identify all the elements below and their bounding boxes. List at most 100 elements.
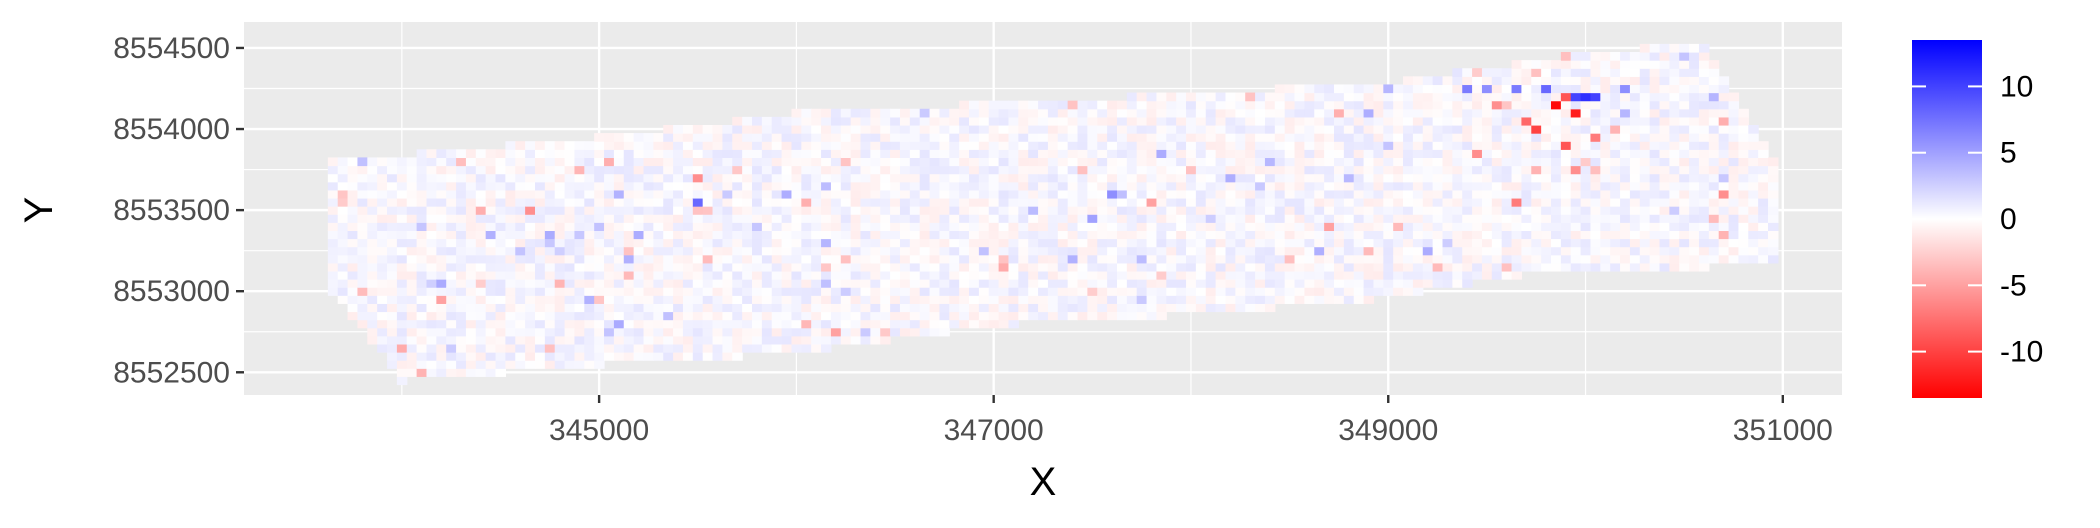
- heatmap-cell: [969, 319, 980, 329]
- heatmap-cell: [1314, 270, 1325, 280]
- heatmap-cell: [564, 327, 576, 337]
- heatmap-cell: [475, 360, 487, 369]
- heatmap-cell: [1314, 214, 1325, 223]
- heatmap-cell: [1659, 181, 1670, 191]
- heatmap-cell: [475, 335, 487, 345]
- heatmap-cell: [574, 327, 585, 337]
- heatmap-cell: [1324, 270, 1335, 280]
- heatmap-cell: [1107, 133, 1118, 142]
- heatmap-cell: [1176, 254, 1187, 264]
- heatmap-cell: [1442, 108, 1453, 118]
- heatmap-cell: [594, 206, 605, 215]
- heatmap-cell: [742, 124, 753, 134]
- heatmap-cell: [1235, 141, 1246, 150]
- heatmap-cell: [1403, 92, 1414, 102]
- heatmap-cell: [771, 214, 783, 223]
- heatmap-cell: [1274, 222, 1286, 231]
- heatmap-cell: [781, 303, 793, 313]
- heatmap-cell: [594, 327, 605, 337]
- heatmap-cell: [1225, 149, 1236, 159]
- heatmap-cell: [1333, 92, 1345, 102]
- heatmap-cell: [1541, 254, 1552, 264]
- heatmap-cell: [1551, 141, 1562, 150]
- heatmap-cell: [406, 173, 418, 183]
- heatmap-cell: [456, 197, 467, 207]
- heatmap-cell: [1403, 279, 1414, 288]
- heatmap-cell: [1620, 84, 1631, 94]
- heatmap-cell: [1255, 303, 1266, 313]
- heatmap-cell: [801, 108, 812, 118]
- heatmap-cell: [1018, 141, 1029, 150]
- heatmap-cell: [840, 157, 852, 167]
- heatmap-cell: [752, 141, 763, 150]
- heatmap-cell: [387, 262, 398, 272]
- heatmap-cell: [594, 165, 605, 175]
- heatmap-cell: [939, 295, 950, 304]
- heatmap-cell: [396, 360, 408, 369]
- heatmap-cell: [1541, 262, 1552, 272]
- heatmap-cell: [1393, 165, 1404, 175]
- heatmap-cell: [564, 149, 576, 159]
- heatmap-cell: [1166, 254, 1177, 264]
- heatmap-cell: [1501, 76, 1513, 86]
- heatmap-cell: [623, 133, 635, 142]
- heatmap-cell: [1462, 76, 1473, 86]
- heatmap-cell: [742, 287, 753, 296]
- heatmap-cell: [929, 230, 941, 240]
- heatmap-cell: [653, 343, 664, 353]
- heatmap-cell: [1511, 165, 1523, 175]
- heatmap-cell: [505, 181, 516, 191]
- heatmap-cell: [880, 173, 891, 183]
- heatmap-cell: [742, 246, 753, 256]
- heatmap-cell: [574, 352, 585, 361]
- heatmap-cell: [623, 295, 635, 304]
- heatmap-cell: [969, 124, 980, 134]
- heatmap-cell: [1264, 116, 1276, 126]
- heatmap-cell: [791, 133, 802, 142]
- heatmap-cell: [1412, 165, 1424, 175]
- heatmap-cell: [761, 214, 773, 223]
- heatmap-cell: [594, 335, 605, 345]
- heatmap-cell: [1728, 116, 1740, 126]
- heatmap-cell: [663, 311, 674, 321]
- heatmap-cell: [1107, 311, 1118, 321]
- heatmap-cell: [791, 246, 802, 256]
- heatmap-cell: [436, 319, 447, 329]
- heatmap-cell: [1097, 189, 1108, 199]
- heatmap-cell: [1028, 270, 1039, 280]
- heatmap-cell: [1649, 76, 1661, 86]
- heatmap-cell: [1126, 108, 1138, 118]
- heatmap-cell: [1294, 295, 1306, 304]
- heatmap-cell: [1649, 100, 1661, 110]
- heatmap-cell: [1580, 92, 1592, 102]
- heatmap-cell: [978, 157, 990, 167]
- heatmap-cell: [584, 141, 595, 150]
- heatmap-cell: [1708, 197, 1720, 207]
- heatmap-cell: [653, 295, 664, 304]
- heatmap-cell: [1491, 189, 1503, 199]
- heatmap-cell: [1462, 189, 1473, 199]
- heatmap-cell: [1620, 108, 1631, 118]
- heatmap-cell: [327, 189, 339, 199]
- heatmap-cell: [1314, 206, 1325, 215]
- heatmap-cell: [1659, 206, 1670, 215]
- heatmap-cell: [860, 214, 871, 223]
- heatmap-cell: [673, 189, 684, 199]
- heatmap-cell: [1629, 141, 1641, 150]
- heatmap-cell: [1570, 116, 1582, 126]
- heatmap-cell: [722, 124, 733, 134]
- heatmap-cell: [998, 254, 1010, 264]
- heatmap-cell: [1176, 303, 1187, 313]
- heatmap-cell: [821, 262, 832, 272]
- heatmap-cell: [554, 173, 566, 183]
- heatmap-cell: [1649, 173, 1661, 183]
- heatmap-cell: [1689, 108, 1700, 118]
- heatmap-cell: [1176, 197, 1187, 207]
- heatmap-cell: [1718, 76, 1730, 86]
- heatmap-cell: [1531, 222, 1542, 231]
- heatmap-cell: [1264, 279, 1276, 288]
- heatmap-cell: [1038, 262, 1049, 272]
- heatmap-cell: [1057, 108, 1069, 118]
- heatmap-cell: [692, 352, 704, 361]
- heatmap-cell: [1718, 149, 1730, 159]
